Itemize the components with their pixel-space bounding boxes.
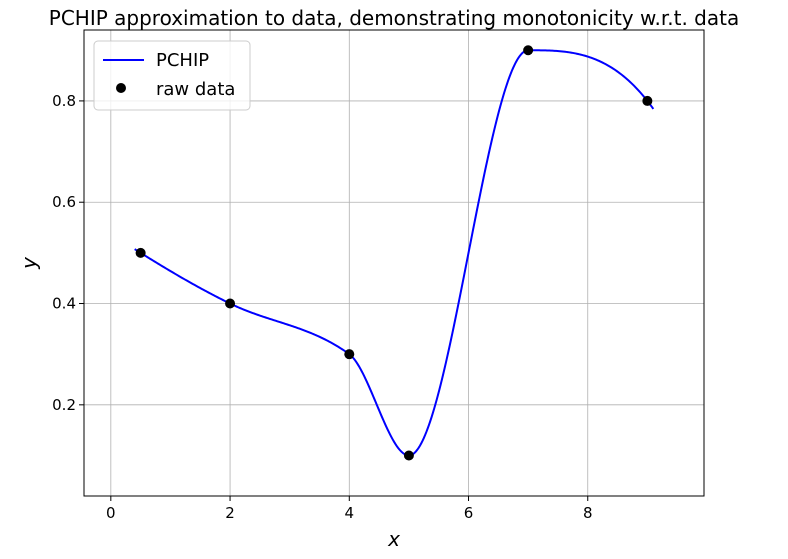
y-axis-ticks: 0.2 0.4 0.6 0.8 [52,92,84,414]
raw-data-point [523,45,534,56]
legend: PCHIP raw data [93,40,251,111]
x-tick-label: 2 [225,504,235,522]
y-axis-label: y [17,256,41,270]
raw-data-point [403,450,414,461]
raw-data-point [642,95,653,106]
y-tick-label: 0.2 [52,396,76,414]
x-tick-label: 0 [106,504,116,522]
x-tick-label: 4 [345,504,355,522]
y-tick-label: 0.6 [52,193,76,211]
x-tick-label: 8 [583,504,593,522]
chart-title: PCHIP approximation to data, demonstrati… [49,6,739,30]
x-tick-label: 6 [464,504,474,522]
legend-label-raw-data: raw data [156,79,235,100]
legend-label-pchip: PCHIP [156,50,209,71]
x-axis-ticks: 0 2 4 6 8 [106,496,593,522]
raw-data-point [225,298,236,309]
plot-frame [83,29,705,497]
x-axis-label: x [387,527,400,551]
series-line-group [134,49,655,457]
raw-data-point [135,247,146,258]
legend-marker-swatch [116,83,126,93]
series-marker-group [135,45,653,461]
raw-data-point [344,349,355,360]
y-tick-label: 0.4 [52,295,76,313]
legend-box [93,40,251,111]
y-tick-label: 0.8 [52,92,76,110]
pchip-series-line [134,49,655,457]
